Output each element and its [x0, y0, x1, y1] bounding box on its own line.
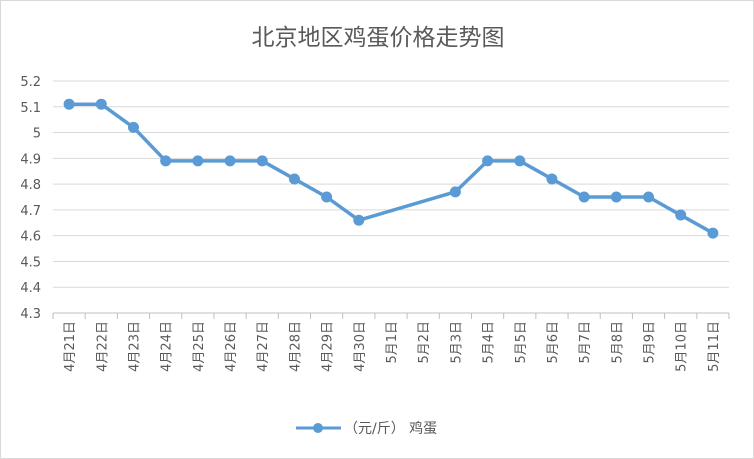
x-tick-label: 4月28日 [288, 321, 303, 372]
data-point [707, 227, 719, 239]
x-tick-label: 4月24日 [160, 321, 175, 372]
data-point [321, 191, 333, 203]
data-point [127, 121, 139, 133]
x-tick-label: 5月3日 [449, 321, 464, 364]
x-tick-label: 5月1日 [385, 321, 400, 364]
data-point [578, 191, 590, 203]
data-point [256, 155, 268, 167]
y-tick-label: 4.7 [20, 204, 41, 219]
x-tick-label: 5月7日 [578, 321, 593, 364]
x-tick-label: 5月8日 [610, 321, 625, 364]
x-tick-label: 5月5日 [514, 321, 529, 364]
y-tick-label: 4.5 [20, 255, 41, 270]
data-point [224, 155, 236, 167]
data-point [63, 98, 75, 110]
chart-title: 北京地区鸡蛋价格走势图 [252, 25, 505, 51]
data-point [514, 155, 526, 167]
x-tick-label: 5月6日 [546, 321, 561, 364]
y-tick-label: 4.9 [20, 152, 41, 167]
data-point [482, 155, 494, 167]
legend: （元/斤） 鸡蛋 [296, 420, 437, 437]
legend-label: （元/斤） 鸡蛋 [344, 420, 437, 437]
x-tick-label: 4月26日 [224, 321, 239, 372]
x-tick-label: 4月25日 [192, 321, 207, 372]
data-point [288, 173, 300, 185]
y-axis-ticks: 4.3 4.4 4.5 4.6 4.7 4.8 4.9 5 5.1 5.2 [20, 75, 41, 322]
x-tick-label: 4月27日 [256, 321, 271, 372]
data-point [643, 191, 655, 203]
x-tick-label: 5月9日 [643, 321, 658, 364]
data-point [449, 186, 461, 198]
y-tick-label: 5.1 [20, 101, 41, 116]
x-tick-label: 4月22日 [95, 321, 110, 372]
x-tick-label: 4月30日 [353, 321, 368, 372]
data-point [610, 191, 622, 203]
data-point [192, 155, 204, 167]
x-tick-label: 4月23日 [127, 321, 142, 372]
x-tick-label: 5月10日 [675, 321, 690, 372]
data-point [353, 214, 365, 226]
series-line [69, 102, 714, 235]
y-tick-label: 4.8 [20, 178, 41, 193]
y-tick-label: 4.4 [20, 281, 41, 296]
x-tick-label: 5月4日 [482, 321, 497, 364]
x-tick-label: 5月11日 [707, 321, 722, 372]
data-point [675, 209, 687, 221]
data-point [546, 173, 558, 185]
y-tick-label: 4.6 [20, 230, 41, 245]
x-tick-label: 4月21日 [63, 321, 78, 372]
y-tick-label: 4.3 [20, 307, 41, 322]
x-tick-label: 4月29日 [321, 321, 336, 372]
y-tick-label: 5 [33, 127, 41, 142]
series-layer [63, 98, 719, 239]
x-axis-ticks: 4月21日 4月22日 4月23日 4月24日 4月25日 4月26日 4月27日 4月28日… [52, 313, 730, 372]
data-point [95, 98, 107, 110]
y-tick-label: 5.2 [20, 75, 41, 90]
data-point [160, 155, 172, 167]
legend-marker-swatch [313, 423, 323, 433]
x-tick-label: 5月2日 [417, 321, 432, 364]
